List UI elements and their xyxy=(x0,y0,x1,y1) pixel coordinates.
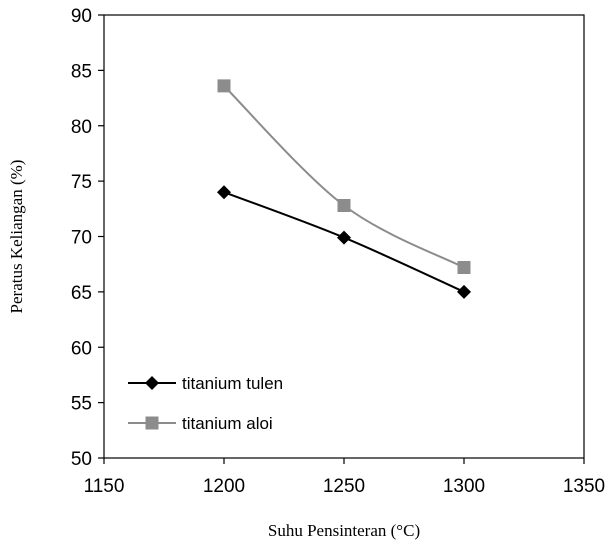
y-tick-label: 80 xyxy=(71,117,92,138)
x-tick-label: 1250 xyxy=(323,476,365,497)
y-tick-label: 70 xyxy=(71,228,92,249)
legend-item: titanium aloi xyxy=(128,414,273,433)
series-1 xyxy=(217,79,471,275)
legend-item: titanium tulen xyxy=(128,374,283,393)
y-tick-label: 50 xyxy=(71,449,92,470)
x-tick-label: 1300 xyxy=(443,476,485,497)
x-tick-label: 1200 xyxy=(203,476,245,497)
y-tick-label: 90 xyxy=(71,6,92,27)
y-axis-title: Peratus Keliangan (%) xyxy=(7,160,26,314)
data-point xyxy=(457,284,471,299)
x-axis-title: Suhu Pensinteran (°C) xyxy=(268,521,420,540)
y-tick-label: 55 xyxy=(71,394,92,415)
data-point xyxy=(217,185,231,200)
data-point xyxy=(337,230,351,245)
data-point xyxy=(217,79,231,93)
legend-label: titanium aloi xyxy=(182,414,273,433)
data-point xyxy=(457,261,471,275)
legend-label: titanium tulen xyxy=(182,374,283,393)
x-tick-label: 1150 xyxy=(84,476,125,497)
y-tick-label: 65 xyxy=(71,283,92,304)
y-tick-label: 75 xyxy=(71,172,92,193)
legend-marker xyxy=(145,376,159,390)
y-tick-label: 60 xyxy=(71,338,92,359)
series-0 xyxy=(217,185,471,299)
x-tick-label: 1350 xyxy=(563,476,605,497)
data-point xyxy=(337,198,351,212)
legend-marker xyxy=(145,416,159,430)
y-tick-label: 85 xyxy=(71,61,92,82)
